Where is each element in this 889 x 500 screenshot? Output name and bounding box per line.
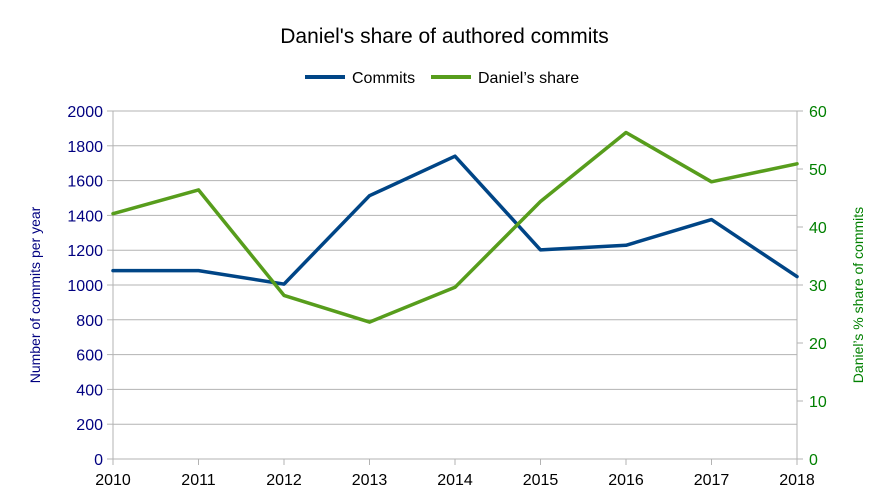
y-right-tick-label: 0 [809, 452, 818, 469]
y-right-tick-label: 10 [809, 394, 827, 411]
y-left-tick-label: 0 [94, 452, 103, 469]
series-line-daniel-s-share [111, 130, 799, 324]
y-left-tick-label: 200 [76, 417, 103, 434]
legend: Commits Daniel’s share [305, 70, 579, 87]
y-right-tick-label: 20 [809, 336, 827, 353]
y-left-tick-label: 1800 [67, 139, 103, 156]
x-tick-label: 2018 [779, 472, 815, 489]
x-axis-ticks: 2010 2011 2012 2013 2014 2015 2016 2017 2018 [95, 459, 815, 489]
right-axis-ticks: 0 10 20 30 40 50 60 [797, 104, 827, 469]
y-right-tick-label: 40 [809, 220, 827, 237]
y-left-tick-label: 600 [76, 348, 103, 365]
y-left-tick-label: 1600 [67, 174, 103, 191]
x-tick-label: 2011 [181, 472, 216, 489]
x-tick-label: 2010 [95, 472, 131, 489]
left-axis-ticks: 0 200 400 600 800 1000 1200 1400 1600 1800 2000 [67, 104, 113, 469]
chart-title: Daniel's share of authored commits [280, 25, 609, 48]
y-left-tick-label: 2000 [67, 104, 103, 121]
legend-label-daniels-share: Daniel’s share [478, 70, 579, 87]
x-tick-label: 2012 [266, 472, 302, 489]
y-left-tick-label: 1400 [67, 208, 103, 225]
y-left-tick-label: 1000 [67, 278, 103, 295]
series-line-commits [111, 154, 799, 286]
y-axis-right-label: Daniel’s % share of commits [850, 207, 866, 383]
x-tick-label: 2017 [694, 472, 730, 489]
y-right-tick-label: 30 [809, 278, 827, 295]
x-tick-label: 2013 [352, 472, 388, 489]
y-left-tick-label: 800 [76, 313, 103, 330]
y-right-tick-label: 60 [809, 104, 827, 121]
y-right-tick-label: 50 [809, 162, 827, 179]
x-tick-label: 2016 [608, 472, 644, 489]
y-axis-left-label: Number of commits per year [27, 206, 43, 383]
y-left-tick-label: 1200 [67, 243, 103, 260]
legend-label-commits: Commits [352, 70, 415, 87]
y-left-tick-label: 400 [76, 382, 103, 399]
series-layer [111, 130, 799, 324]
x-tick-label: 2014 [437, 472, 473, 489]
x-tick-label: 2015 [523, 472, 559, 489]
